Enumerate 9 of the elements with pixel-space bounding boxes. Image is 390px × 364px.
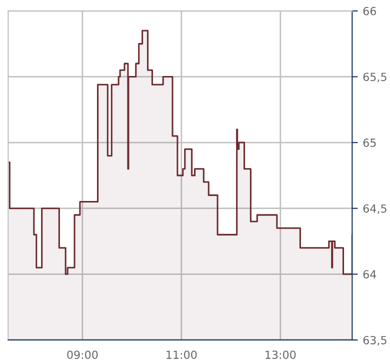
- x-tick-label: 09:00: [67, 350, 98, 359]
- y-tick-label: 64,5: [363, 204, 386, 214]
- x-tick-label: 13:00: [266, 350, 296, 359]
- y-tick-label: 65: [363, 138, 376, 147]
- y-tick-label: 63,5: [363, 336, 386, 346]
- y-tick-label: 66: [363, 6, 376, 16]
- x-tick-label: 11:00: [166, 350, 197, 359]
- y-tick-label: 65,5: [363, 72, 386, 82]
- y-tick-label: 64: [363, 270, 376, 279]
